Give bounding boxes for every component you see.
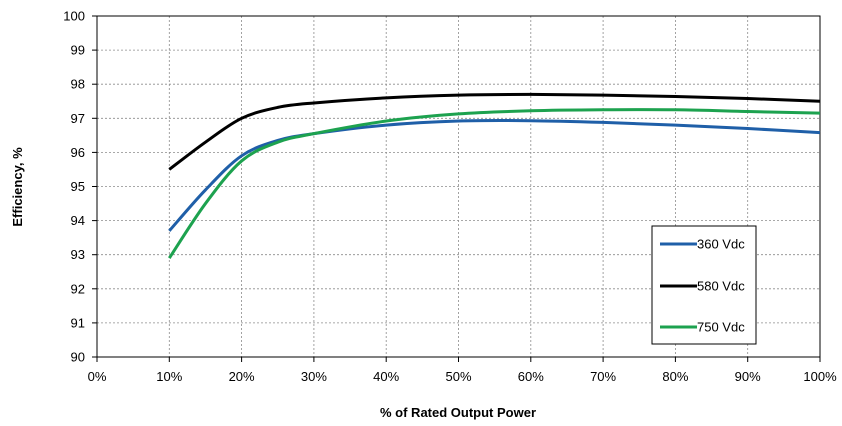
x-tick-label: 60%: [518, 369, 544, 384]
y-tick-label: 95: [71, 179, 85, 194]
series-line-750-vdc: [168, 108, 821, 259]
legend: 360 Vdc 580 Vdc 750 Vdc: [651, 225, 757, 345]
x-tick-label: 100%: [803, 369, 837, 384]
x-axis-ticks: 0% 10% 20% 30% 40% 50% 60% 70% 80% 90% 100%: [88, 357, 837, 384]
x-tick-label: 40%: [373, 369, 399, 384]
y-tick-label: 93: [71, 247, 85, 262]
x-tick-label: 80%: [662, 369, 688, 384]
x-tick-label: 50%: [445, 369, 471, 384]
grid-lines: [97, 16, 820, 357]
x-tick-label: 10%: [156, 369, 182, 384]
series-lines: [168, 92, 821, 259]
x-tick-label: 90%: [735, 369, 761, 384]
x-tick-label: 30%: [301, 369, 327, 384]
y-tick-label: 99: [71, 43, 85, 58]
y-tick-label: 94: [71, 213, 85, 228]
y-tick-label: 92: [71, 281, 85, 296]
legend-label: 360 Vdc: [697, 237, 745, 252]
x-tick-label: 70%: [590, 369, 616, 384]
y-tick-label: 98: [71, 77, 85, 92]
y-tick-label: 96: [71, 145, 85, 160]
x-tick-label: 0%: [88, 369, 107, 384]
y-axis-ticks: 90 91 92 93 94 95 96 97 98 99 100: [63, 9, 97, 365]
y-tick-label: 97: [71, 111, 85, 126]
legend-label: 750 Vdc: [697, 320, 745, 335]
x-axis-title: % of Rated Output Power: [380, 405, 536, 420]
y-tick-label: 90: [71, 350, 85, 365]
series-line-580-vdc: [168, 92, 821, 171]
x-tick-label: 20%: [229, 369, 255, 384]
y-tick-label: 100: [63, 9, 85, 24]
y-axis-title: Efficiency, %: [10, 147, 25, 227]
series-line-360-vdc: [168, 118, 821, 232]
y-tick-label: 91: [71, 315, 85, 330]
legend-label: 580 Vdc: [697, 279, 745, 294]
